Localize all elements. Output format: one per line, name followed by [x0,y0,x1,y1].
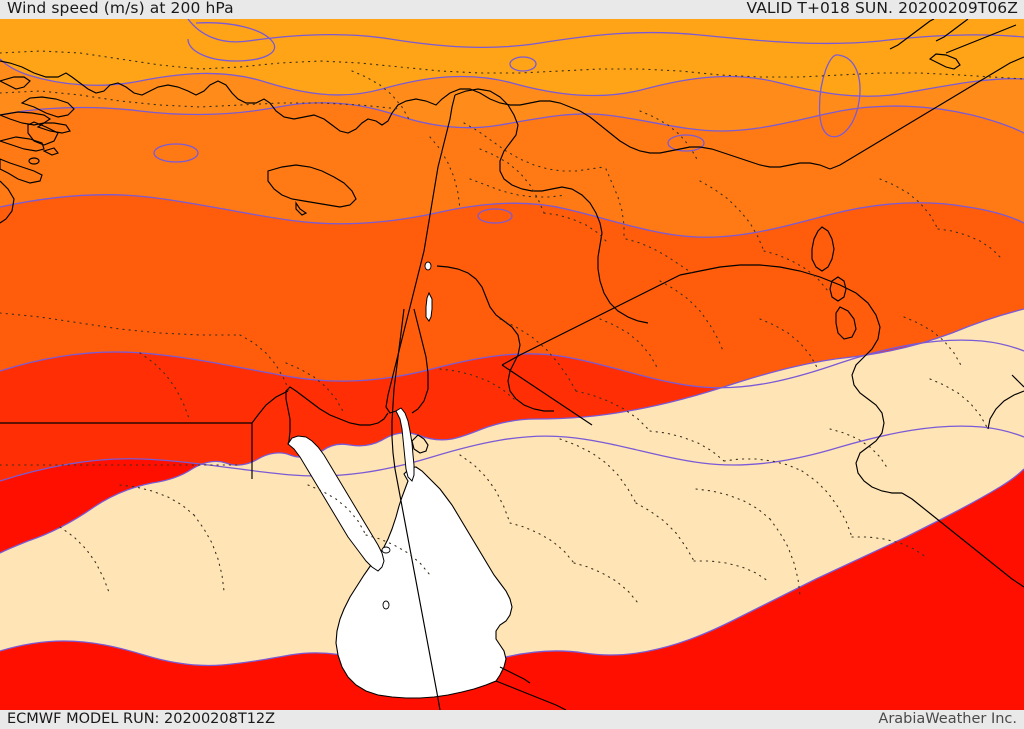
credit-label: ArabiaWeather Inc. [878,711,1017,727]
map-canvas[interactable] [0,19,1024,710]
coastlines [0,19,1024,710]
water-bodies [287,261,513,699]
header-bar: Wind speed (m/s) at 200 hPa VALID T+018 … [0,0,1024,19]
bahrain [829,276,847,302]
qatar [811,226,835,272]
valid-time-label: VALID T+018 SUN. 20200209T06Z [746,0,1018,17]
red-sea [335,466,513,699]
dead-sea [425,291,433,322]
footer-bar: ECMWF MODEL RUN: 20200208T12Z ArabiaWeat… [0,710,1024,729]
red-sea-island-b [382,600,390,610]
gulf-of-aqaba [395,407,415,482]
contour-lines [0,19,1024,670]
model-run-label: ECMWF MODEL RUN: 20200208T12Z [7,711,276,727]
nile-river [391,308,441,710]
page-title: Wind speed (m/s) at 200 hPa [7,0,234,17]
gulf-of-suez [287,435,385,572]
sea-of-galilee [424,261,432,271]
red-sea-island-a [381,546,391,554]
wind-speed-contour-map [0,19,1024,710]
admin-boundaries [0,50,1024,604]
fill-band-lowest [0,309,1024,669]
cyprus [267,164,357,208]
